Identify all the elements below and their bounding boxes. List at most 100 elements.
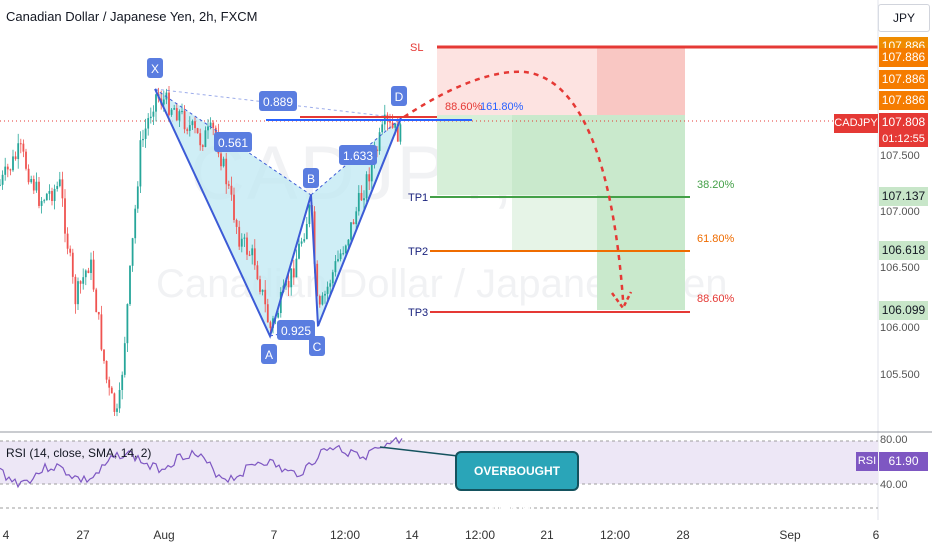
candle-body bbox=[188, 125, 191, 131]
candle-body bbox=[261, 289, 264, 292]
svg-text:X: X bbox=[151, 62, 159, 76]
svg-text:1.633: 1.633 bbox=[343, 149, 373, 163]
candle-body bbox=[352, 222, 355, 225]
candle-body bbox=[77, 281, 79, 305]
tp1-percent: 38.20% bbox=[697, 179, 735, 191]
candle-body bbox=[334, 261, 337, 273]
candle-body bbox=[321, 295, 324, 305]
candle-body bbox=[256, 265, 259, 280]
candle-body bbox=[22, 143, 25, 152]
svg-text:B: B bbox=[307, 172, 315, 186]
candle-body bbox=[287, 280, 290, 288]
candle-body bbox=[17, 143, 20, 160]
symbol-tag: CADJPY bbox=[834, 114, 878, 133]
candle-body bbox=[186, 129, 189, 131]
ratio-ac-label: 0.925 bbox=[277, 320, 315, 340]
time-tick-label: 6 bbox=[872, 528, 880, 542]
candle-body bbox=[238, 226, 241, 247]
candle-body bbox=[199, 133, 202, 146]
candle-body bbox=[201, 145, 204, 147]
candle-body bbox=[56, 186, 59, 189]
candle-body bbox=[316, 263, 319, 297]
candle-body bbox=[6, 166, 9, 170]
candle-body bbox=[240, 238, 243, 247]
candle-body bbox=[279, 292, 282, 314]
candle-body bbox=[74, 276, 77, 305]
candle-body bbox=[391, 122, 394, 128]
candle-body bbox=[259, 279, 261, 292]
candle-body bbox=[38, 181, 40, 206]
candle-body bbox=[222, 158, 225, 167]
candle-body bbox=[53, 188, 56, 202]
d-ratio-886: 88.60% bbox=[445, 101, 483, 113]
candle-body bbox=[79, 281, 82, 284]
candle-body bbox=[209, 122, 212, 127]
price-label-1055: 105.500 bbox=[880, 369, 920, 381]
candle-body bbox=[32, 179, 35, 191]
candle-body bbox=[121, 374, 124, 390]
svg-text:0.925: 0.925 bbox=[281, 324, 311, 338]
candle-body bbox=[105, 360, 108, 380]
candle-body bbox=[126, 304, 129, 344]
candle-body bbox=[1, 174, 4, 185]
candle-body bbox=[378, 132, 381, 151]
candle-body bbox=[97, 312, 100, 315]
currency-selector[interactable]: JPY bbox=[878, 4, 930, 32]
candle-body bbox=[251, 248, 254, 256]
candle-body bbox=[19, 143, 22, 145]
candle-body bbox=[139, 140, 142, 187]
candle-body bbox=[360, 192, 363, 201]
candle-body bbox=[149, 116, 152, 119]
ratio-bd-label: 1.633 bbox=[339, 145, 377, 165]
candle-body bbox=[118, 389, 121, 409]
time-tick-label: 27 bbox=[76, 528, 90, 542]
candle-body bbox=[175, 108, 178, 121]
stop-zone-dark bbox=[597, 47, 685, 115]
candle-body bbox=[69, 248, 72, 253]
pattern-xd-line bbox=[154, 88, 402, 119]
candle-body bbox=[25, 151, 27, 169]
candle-body bbox=[129, 265, 131, 305]
point-b-label: B bbox=[303, 168, 319, 188]
point-a-label: A bbox=[261, 344, 277, 364]
candle-body bbox=[363, 198, 365, 201]
candle-body bbox=[194, 121, 196, 129]
time-tick-label: 12:00 bbox=[464, 528, 496, 542]
price-label-1060: 106.000 bbox=[880, 322, 920, 334]
candle-body bbox=[295, 258, 298, 278]
candle-body bbox=[207, 126, 209, 131]
point-c-label: C bbox=[309, 336, 325, 356]
candle-body bbox=[48, 191, 51, 194]
overbought-callout: OVERBOUGHT MARKET bbox=[455, 451, 579, 514]
candle-body bbox=[396, 123, 399, 142]
candle-body bbox=[292, 268, 295, 278]
candle-body bbox=[82, 277, 85, 284]
candle-body bbox=[51, 191, 53, 202]
candle-body bbox=[339, 253, 342, 260]
candle-body bbox=[144, 128, 147, 139]
candle-body bbox=[14, 156, 17, 160]
candle-body bbox=[308, 205, 311, 224]
rsi-indicator-label[interactable]: RSI (14, close, SMA, 14, 2) bbox=[6, 446, 152, 460]
candle-body bbox=[40, 201, 43, 206]
sl-price-tag-3: 107.886 bbox=[879, 91, 928, 110]
candle-body bbox=[9, 169, 12, 171]
candle-body bbox=[269, 322, 272, 329]
time-tick-label: Sep bbox=[779, 528, 801, 542]
pattern-bd-line bbox=[310, 117, 402, 196]
candle-body bbox=[266, 304, 269, 323]
rsi-upper-label: 80.00 bbox=[880, 434, 908, 446]
candle-body bbox=[290, 268, 293, 288]
candle-body bbox=[100, 314, 103, 350]
tp1-label: TP1 bbox=[408, 192, 428, 204]
candle-body bbox=[170, 109, 173, 115]
point-x-label: X bbox=[147, 58, 163, 78]
candle-body bbox=[248, 254, 251, 256]
candle-body bbox=[147, 118, 150, 129]
candle-body bbox=[298, 243, 300, 259]
bar-countdown: 01:12:55 bbox=[879, 131, 928, 147]
candle-body bbox=[399, 124, 402, 142]
candle-body bbox=[347, 239, 350, 246]
